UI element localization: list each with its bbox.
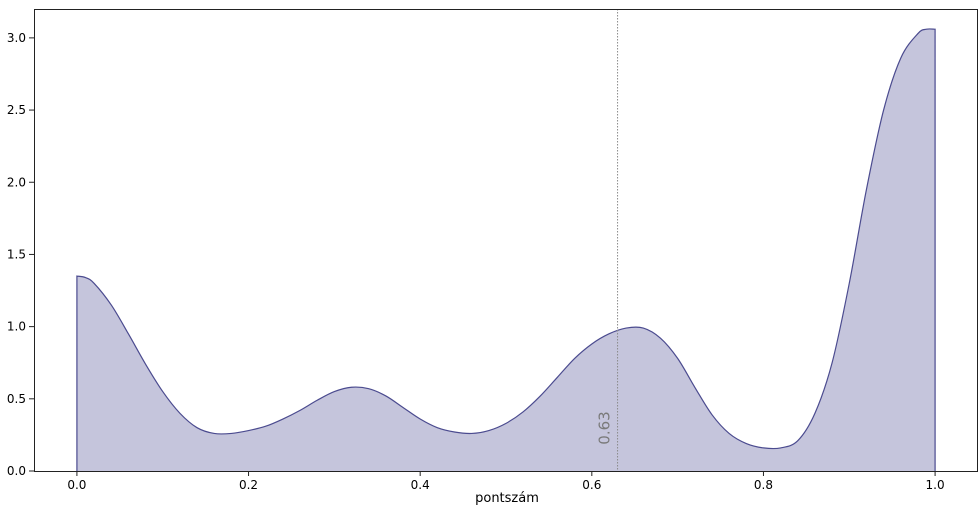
annotation-layer: 0.63 <box>596 9 619 471</box>
y-tick-label: 1.0 <box>7 320 26 334</box>
area-layer <box>76 28 936 471</box>
x-tick-label: 0.4 <box>411 478 430 492</box>
density-area-fill <box>76 28 936 471</box>
x-tick-label: 0.2 <box>239 478 258 492</box>
y-tick-label: 0.0 <box>7 464 26 478</box>
y-tick-label: 1.5 <box>7 247 26 261</box>
plot-background <box>34 9 978 471</box>
x-tick-label: 0.6 <box>582 478 601 492</box>
y-axis-ticks: 0.0 0.5 1.0 1.5 2.0 2.5 3.0 <box>7 31 34 478</box>
x-axis-label: pontszám <box>475 491 539 506</box>
x-tick-label: 1.0 <box>926 478 945 492</box>
density-line <box>76 28 936 471</box>
x-axis-ticks: 0.0 0.2 0.4 0.6 0.8 1.0 <box>67 471 945 492</box>
y-tick-label: 3.0 <box>7 31 26 45</box>
x-tick-label: 0.8 <box>754 478 773 492</box>
threshold-label: 0.63 <box>596 411 614 444</box>
y-tick-label: 0.5 <box>7 392 26 406</box>
x-tick-label: 0.0 <box>67 478 86 492</box>
y-tick-label: 2.0 <box>7 175 26 189</box>
y-tick-label: 2.5 <box>7 103 26 117</box>
